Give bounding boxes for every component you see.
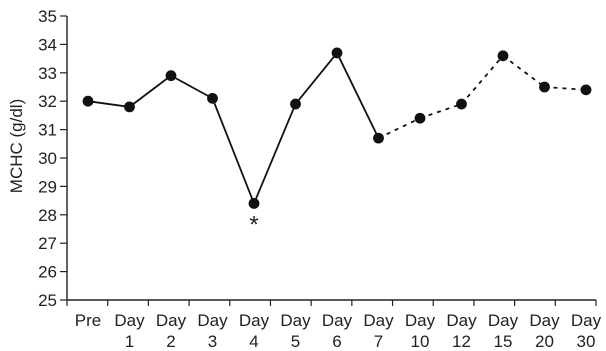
data-points [82, 47, 592, 209]
x-category-label: Day 2 [156, 311, 187, 351]
dashed-series-segment [460, 55, 504, 105]
y-tick-label: 34 [38, 35, 57, 54]
solid-series-segment [170, 74, 213, 100]
x-tick-label-bottom: 3 [208, 332, 217, 351]
x-category-label: Day 6 [322, 311, 353, 351]
x-tick-label-bottom: 12 [452, 332, 471, 351]
x-tick-label-bottom: 5 [291, 332, 300, 351]
y-tick-label: 26 [38, 263, 57, 282]
x-category-label: Day 5 [280, 311, 311, 351]
data-point [248, 198, 260, 209]
x-category-label: Day 7 [363, 311, 394, 351]
y-axis-ticks: 25 26 27 28 29 30 31 32 33 34 35 [38, 7, 67, 310]
x-category-label: Day 10 [405, 311, 436, 351]
x-tick-label-top: Day [322, 311, 353, 330]
x-tick-label-bottom: 7 [374, 332, 383, 351]
x-tick-label-top: Day [156, 311, 187, 330]
data-point [331, 47, 343, 59]
x-tick-label-bottom: 6 [332, 332, 341, 351]
x-tick-label-bottom: 15 [494, 332, 513, 351]
x-tick-label-bottom: 20 [535, 332, 554, 351]
solid-series-segment [336, 52, 380, 139]
x-category-label: Day 30 [571, 311, 602, 351]
dashed-series-segment [502, 55, 546, 88]
data-point [165, 70, 177, 82]
x-axis-ticks [66, 300, 597, 306]
data-point [539, 81, 550, 93]
x-tick-label-bottom: 4 [249, 332, 258, 351]
x-tick-label-bottom: 1 [125, 332, 134, 351]
data-point [207, 92, 218, 104]
x-tick-label-top: Pre [75, 311, 101, 330]
x-category-label: Day 4 [239, 311, 270, 351]
x-tick-label-top: Day [529, 311, 560, 330]
solid-series-segment [87, 100, 130, 108]
solid-series-segment [128, 74, 172, 108]
x-tick-label-top: Day [114, 311, 145, 330]
dashed-series-segment [378, 117, 421, 139]
y-tick-label: 28 [38, 206, 57, 225]
x-tick-label-bottom: 10 [411, 332, 430, 351]
solid-series-segment [211, 98, 255, 204]
x-tick-label-top: Day [197, 311, 228, 330]
significance-asterisk: * [249, 211, 258, 238]
data-point [497, 50, 509, 62]
x-tick-label-bottom: 2 [166, 332, 175, 351]
y-tick-label: 29 [38, 177, 57, 196]
series-lines [87, 52, 587, 204]
x-tick-label-top: Day [488, 311, 519, 330]
x-category-label: Day 15 [488, 311, 519, 351]
data-point [82, 95, 94, 107]
data-point [414, 112, 426, 124]
x-tick-label-top: Day [239, 311, 270, 330]
y-tick-label: 30 [38, 149, 57, 168]
solid-series-segment [294, 52, 338, 105]
chart-annotations: * [249, 211, 258, 238]
data-point [456, 98, 467, 110]
solid-series-segment [253, 103, 297, 204]
x-tick-label-top: Day [280, 311, 311, 330]
y-tick-label: 27 [38, 234, 57, 253]
data-point [373, 132, 384, 144]
data-point [290, 98, 301, 110]
data-point [124, 101, 135, 113]
x-tick-label-top: Day [446, 311, 477, 330]
x-category-label: Day 12 [446, 311, 477, 351]
data-point [580, 84, 592, 96]
x-category-label: Day 1 [114, 311, 145, 351]
x-tick-label-top: Day [405, 311, 436, 330]
y-tick-label: 25 [38, 291, 57, 310]
y-tick-label: 33 [38, 64, 57, 83]
dashed-series-segment [419, 103, 462, 120]
x-category-label: Pre [75, 311, 101, 330]
x-tick-label-bottom: 30 [577, 332, 596, 351]
y-tick-label: 35 [38, 7, 57, 26]
x-tick-label-top: Day [363, 311, 394, 330]
y-tick-label: 32 [38, 92, 57, 111]
y-axis-label: MCHC (g/dl) [7, 99, 26, 193]
x-axis-labels: Pre Day 1 Day 2 Day 3 Day 4 Day 5 Day 6 Day 7 Day 10 Day 1… [75, 311, 602, 351]
x-category-label: Day 3 [197, 311, 228, 351]
x-tick-label-top: Day [571, 311, 602, 330]
dashed-series-segment [544, 86, 587, 91]
x-category-label: Day 20 [529, 311, 560, 351]
y-tick-label: 31 [38, 121, 57, 140]
